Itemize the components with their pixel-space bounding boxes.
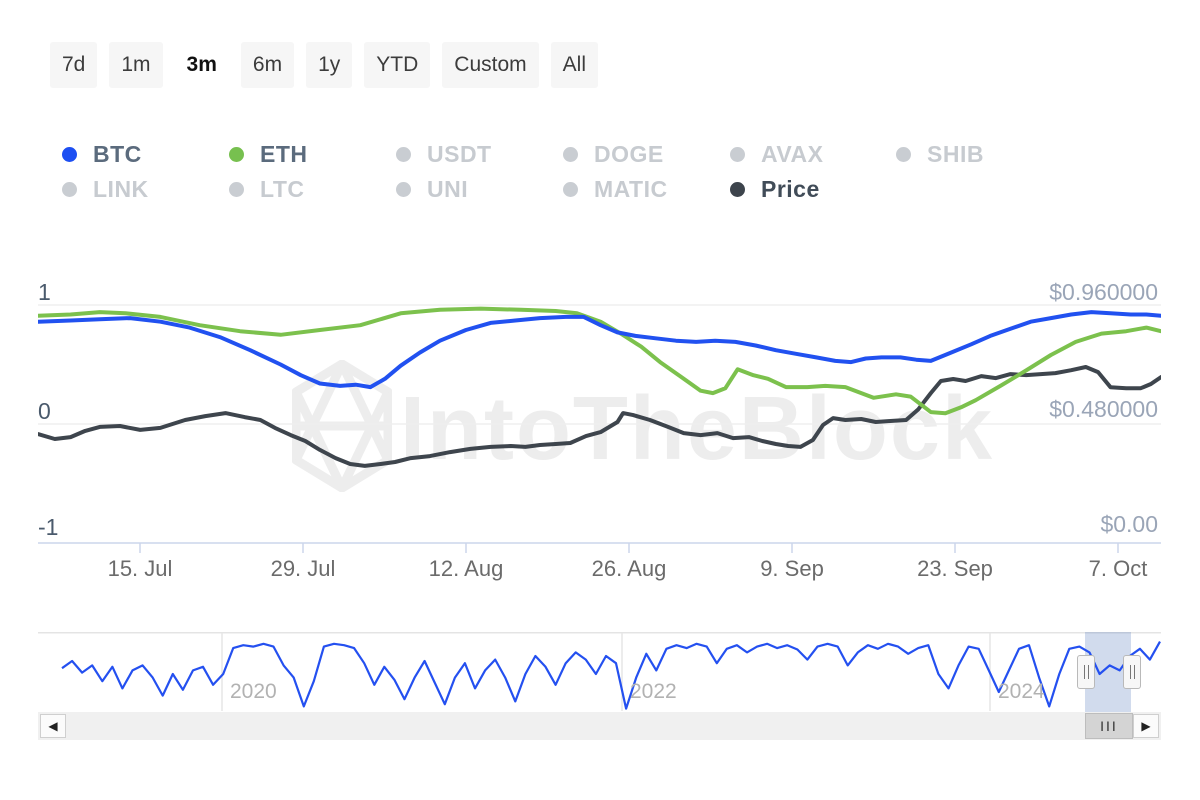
range-button-ytd[interactable]: YTD xyxy=(364,42,431,88)
scrollbar-track[interactable]: ◀ III ▶ xyxy=(38,712,1161,740)
navigator-minichart[interactable] xyxy=(38,632,1161,712)
legend-label: AVAX xyxy=(761,141,824,167)
legend-dot-doge xyxy=(563,147,578,162)
legend-dot-avax xyxy=(730,147,745,162)
legend-dot-price xyxy=(730,182,745,197)
legend-label: UNI xyxy=(427,176,469,202)
legend-item-link[interactable]: LINK xyxy=(62,176,149,203)
legend-label: LINK xyxy=(93,176,149,202)
legend-item-price[interactable]: Price xyxy=(730,176,820,203)
legend-label: BTC xyxy=(93,141,142,167)
legend-item-matic[interactable]: MATIC xyxy=(563,176,668,203)
scrollbar-left-arrow-icon[interactable]: ◀ xyxy=(40,714,66,738)
x-tick-29jul: 29. Jul xyxy=(270,556,336,581)
legend-item-btc[interactable]: BTC xyxy=(62,141,142,168)
legend-label: ETH xyxy=(260,141,308,167)
range-button-all[interactable]: All xyxy=(550,42,598,88)
legend-item-avax[interactable]: AVAX xyxy=(730,141,824,168)
range-button-3m[interactable]: 3m xyxy=(174,42,229,88)
range-button-6m[interactable]: 6m xyxy=(240,42,295,88)
legend-dot-link xyxy=(62,182,77,197)
range-button-1m[interactable]: 1m xyxy=(109,42,163,88)
legend-item-ltc[interactable]: LTC xyxy=(229,176,305,203)
legend-item-eth[interactable]: ETH xyxy=(229,141,308,168)
x-tick-9sep: 9. Sep xyxy=(760,556,824,581)
navigator-year-2024: 2024 xyxy=(998,680,1045,703)
legend-dot-btc xyxy=(62,147,77,162)
navigator-right-handle[interactable] xyxy=(1123,655,1141,689)
x-tick-26aug: 26. Aug xyxy=(591,556,667,581)
x-tick-7oct: 7. Oct xyxy=(1088,556,1148,581)
x-axis-ticks xyxy=(139,543,1119,553)
legend-label: USDT xyxy=(427,141,492,167)
legend-item-uni[interactable]: UNI xyxy=(396,176,468,203)
intotheblock-logo-icon xyxy=(292,360,392,492)
range-button-1y[interactable]: 1y xyxy=(306,42,353,88)
range-selector: 7d 1m 3m 6m 1y YTD Custom All xyxy=(50,42,598,88)
y-left-tick-0: 0 xyxy=(38,398,51,424)
x-tick-15jul: 15. Jul xyxy=(107,556,173,581)
navigator-year-2020: 2020 xyxy=(230,680,277,703)
watermark-text: IntoTheBlock xyxy=(400,379,995,479)
legend-dot-ltc xyxy=(229,182,244,197)
legend-item-usdt[interactable]: USDT xyxy=(396,141,492,168)
y-right-tick-096: $0.960000 xyxy=(1049,279,1158,305)
x-tick-12aug: 12. Aug xyxy=(428,556,504,581)
legend-dot-uni xyxy=(396,182,411,197)
btc-line-series xyxy=(38,310,1161,390)
legend-dot-eth xyxy=(229,147,244,162)
y-right-tick-0: $0.00 xyxy=(1100,511,1158,537)
legend-dot-usdt xyxy=(396,147,411,162)
range-button-custom[interactable]: Custom xyxy=(442,42,539,88)
y-left-tick-neg1: -1 xyxy=(38,514,59,540)
legend-dot-shib xyxy=(896,147,911,162)
legend-item-doge[interactable]: DOGE xyxy=(563,141,664,168)
legend-dot-matic xyxy=(563,182,578,197)
navigator-year-2022: 2022 xyxy=(630,680,677,703)
scrollbar-right-arrow-icon[interactable]: ▶ xyxy=(1133,714,1159,738)
legend-label: LTC xyxy=(260,176,305,202)
y-right-tick-048: $0.480000 xyxy=(1049,396,1158,422)
navigator-left-handle[interactable] xyxy=(1077,655,1095,689)
legend-label: Price xyxy=(761,176,820,202)
legend-label: DOGE xyxy=(594,141,664,167)
main-chart-plot[interactable] xyxy=(38,292,1161,554)
eth-line-series xyxy=(38,306,1161,416)
range-button-7d[interactable]: 7d xyxy=(50,42,98,88)
navigator-series xyxy=(61,641,1161,710)
legend-label: SHIB xyxy=(927,141,984,167)
scrollbar-thumb[interactable]: III xyxy=(1085,713,1133,739)
price-line-series xyxy=(38,365,1161,468)
legend-item-shib[interactable]: SHIB xyxy=(896,141,984,168)
y-left-tick-1: 1 xyxy=(38,279,51,305)
x-tick-23sep: 23. Sep xyxy=(917,556,993,581)
legend-label: MATIC xyxy=(594,176,668,202)
